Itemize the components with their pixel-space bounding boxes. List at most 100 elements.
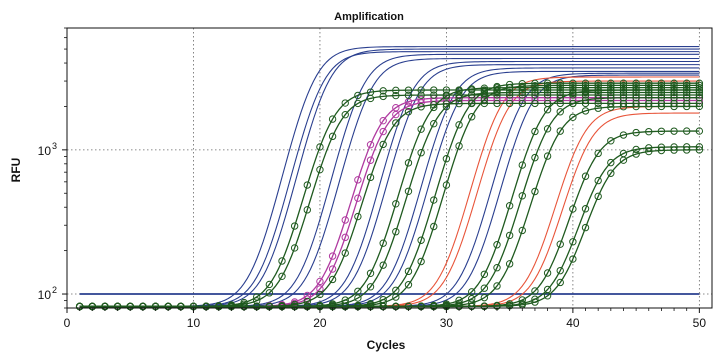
series-point xyxy=(404,102,413,111)
series-point xyxy=(619,86,628,94)
series-point xyxy=(683,86,691,94)
series-point xyxy=(632,83,640,92)
series-point xyxy=(404,91,413,99)
series-point xyxy=(581,223,590,232)
series-point xyxy=(253,297,261,305)
x-tick-label: 40 xyxy=(566,316,580,330)
series-point xyxy=(594,81,602,90)
series-line xyxy=(79,94,700,308)
series-point xyxy=(607,94,615,102)
series-point xyxy=(265,289,274,297)
y-tick-label-exponent: 2 xyxy=(52,285,57,295)
series-point xyxy=(290,244,299,252)
series-point xyxy=(468,99,476,107)
series-point xyxy=(392,200,400,208)
series-point xyxy=(531,79,539,88)
series-point xyxy=(531,127,539,136)
series-point xyxy=(543,292,552,300)
series-point xyxy=(505,260,514,268)
series-point xyxy=(670,127,678,135)
series-point xyxy=(404,281,413,289)
series-point xyxy=(619,79,628,87)
series-point xyxy=(531,91,539,99)
plot-frame xyxy=(66,27,713,309)
series-point xyxy=(695,127,704,135)
series-point xyxy=(607,79,615,87)
series-point xyxy=(569,99,577,108)
series-point xyxy=(328,115,337,123)
series-point xyxy=(569,89,577,98)
series-point xyxy=(366,94,375,103)
series-point xyxy=(303,295,311,303)
series-point xyxy=(480,284,489,292)
series-point xyxy=(392,86,400,95)
series-point xyxy=(543,106,552,114)
series-point xyxy=(607,81,615,90)
series-point xyxy=(645,88,653,97)
series-point xyxy=(417,236,425,244)
series-point xyxy=(670,146,678,154)
series-point xyxy=(594,176,602,185)
series-point xyxy=(468,295,476,303)
series-point xyxy=(657,86,666,94)
series-point xyxy=(379,87,387,95)
series-point xyxy=(379,140,387,149)
series-point xyxy=(505,91,514,99)
series-point xyxy=(430,222,438,231)
series-point xyxy=(480,270,489,278)
series-point xyxy=(354,99,362,108)
series-point xyxy=(670,86,678,94)
series-point xyxy=(556,127,564,135)
series-point xyxy=(556,278,564,287)
series-point xyxy=(581,107,590,115)
series-point xyxy=(354,294,362,302)
series-point xyxy=(278,272,286,280)
series-point xyxy=(569,255,577,263)
series-point xyxy=(505,99,514,108)
series-point xyxy=(632,145,640,154)
series-point xyxy=(645,86,653,94)
series-point xyxy=(594,79,602,87)
series-point xyxy=(569,81,577,90)
series-point xyxy=(695,93,704,102)
series-point xyxy=(695,88,704,97)
series-point xyxy=(543,88,552,97)
series-point xyxy=(455,94,463,103)
series-point xyxy=(354,91,362,100)
series-point xyxy=(404,86,413,94)
series-point xyxy=(556,79,564,87)
series-point xyxy=(543,125,552,133)
series-point xyxy=(278,257,286,265)
series-point xyxy=(316,143,324,151)
series-point xyxy=(341,249,349,257)
series-point xyxy=(683,81,691,90)
series-point xyxy=(455,99,463,108)
series-point xyxy=(404,187,413,195)
series-point xyxy=(417,91,425,99)
series-point xyxy=(581,172,590,180)
series-point xyxy=(480,293,489,302)
series-point xyxy=(556,94,564,103)
tick-marks xyxy=(62,27,700,313)
series-point xyxy=(556,240,564,248)
series-line xyxy=(79,97,700,308)
series-point xyxy=(645,147,653,156)
x-tick-label: 10 xyxy=(187,316,201,330)
series-point xyxy=(518,161,526,169)
series-point xyxy=(430,120,438,128)
series-point xyxy=(442,181,451,189)
series-point xyxy=(316,290,324,299)
series-point xyxy=(366,269,375,277)
series-point xyxy=(505,84,514,92)
series-line xyxy=(79,146,700,308)
series-point xyxy=(493,99,501,108)
series-point xyxy=(430,196,438,204)
x-axis-label: Cycles xyxy=(367,338,406,352)
series-point xyxy=(328,275,337,284)
series-point xyxy=(619,88,628,97)
series-point xyxy=(594,94,602,103)
series-point xyxy=(265,280,274,289)
series-point xyxy=(670,81,678,90)
